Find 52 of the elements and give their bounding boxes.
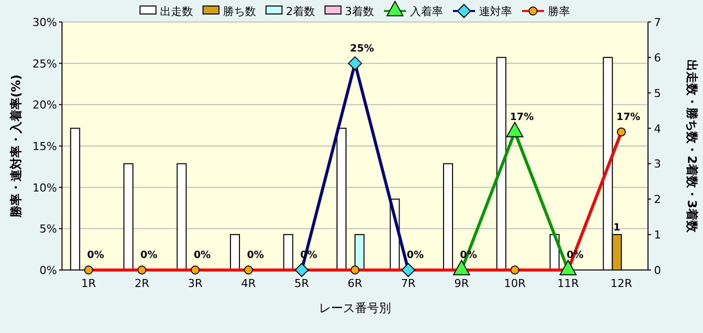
bar <box>123 163 134 270</box>
bar <box>283 234 294 270</box>
x-axis-title: レース番号別 <box>319 301 391 315</box>
y-tick-label: 30% <box>32 16 57 29</box>
legend-label: 出走数 <box>160 5 193 18</box>
y-tick-label: 20% <box>32 98 57 112</box>
annotation: 0% <box>140 250 158 261</box>
legend-label: 連対率 <box>479 5 512 18</box>
annotation: 0% <box>246 250 264 261</box>
y2-tick-label: 6 <box>654 51 661 64</box>
bar <box>354 234 364 270</box>
annotation: 17% <box>616 112 640 123</box>
x-tick-label: 6R <box>348 277 363 290</box>
x-tick-label: 11R <box>557 277 580 290</box>
y2-tick-label: 2 <box>654 193 661 206</box>
annotation: 25% <box>350 43 374 54</box>
x-tick-label: 1R <box>81 277 96 290</box>
bar <box>176 163 187 270</box>
y2-tick-label: 0 <box>654 264 661 277</box>
bar <box>443 163 454 270</box>
x-tick-label: 5R <box>294 277 310 290</box>
x-tick-label: 10R <box>504 277 526 290</box>
y-tick-label: 5% <box>40 222 57 236</box>
annotation: 17% <box>510 112 534 123</box>
annotation: 0% <box>194 250 211 261</box>
annotation: 0% <box>406 250 424 261</box>
legend-label: 勝ち数 <box>223 5 256 18</box>
y2-tick-label: 5 <box>654 86 661 100</box>
bar <box>230 234 240 270</box>
y2-tick-label: 1 <box>654 228 661 242</box>
y-tick-label: 25% <box>32 57 57 70</box>
y-axis-title: 勝率・連対率・入着率(%) <box>9 74 23 218</box>
y2-tick-label: 3 <box>654 158 661 171</box>
y-tick-label: 10% <box>32 181 57 194</box>
legend-label: 勝率 <box>548 5 570 18</box>
x-tick-label: 7R <box>400 277 416 290</box>
x-tick-label: 9R <box>454 277 470 290</box>
bar <box>336 128 346 270</box>
y-tick-label: 15% <box>32 140 57 153</box>
legend-label: 2着数 <box>286 5 315 18</box>
y2-axis-title: 出走数・勝ち数・2着数・3着数 <box>685 60 699 234</box>
x-tick-label: 3R <box>188 277 203 290</box>
x-tick-label: 12R <box>610 277 633 290</box>
annotation: 0% <box>87 250 104 261</box>
legend-label: 入着率 <box>410 5 443 18</box>
x-tick-label: 2R <box>134 277 150 290</box>
x-tick-label: 4R <box>241 277 256 290</box>
y2-tick-label: 4 <box>654 122 661 136</box>
data-label: 1 <box>613 222 620 234</box>
y-tick-label: 0% <box>40 264 57 277</box>
y2-tick-label: 7 <box>654 16 661 29</box>
legend-label: 3着数 <box>345 5 374 18</box>
